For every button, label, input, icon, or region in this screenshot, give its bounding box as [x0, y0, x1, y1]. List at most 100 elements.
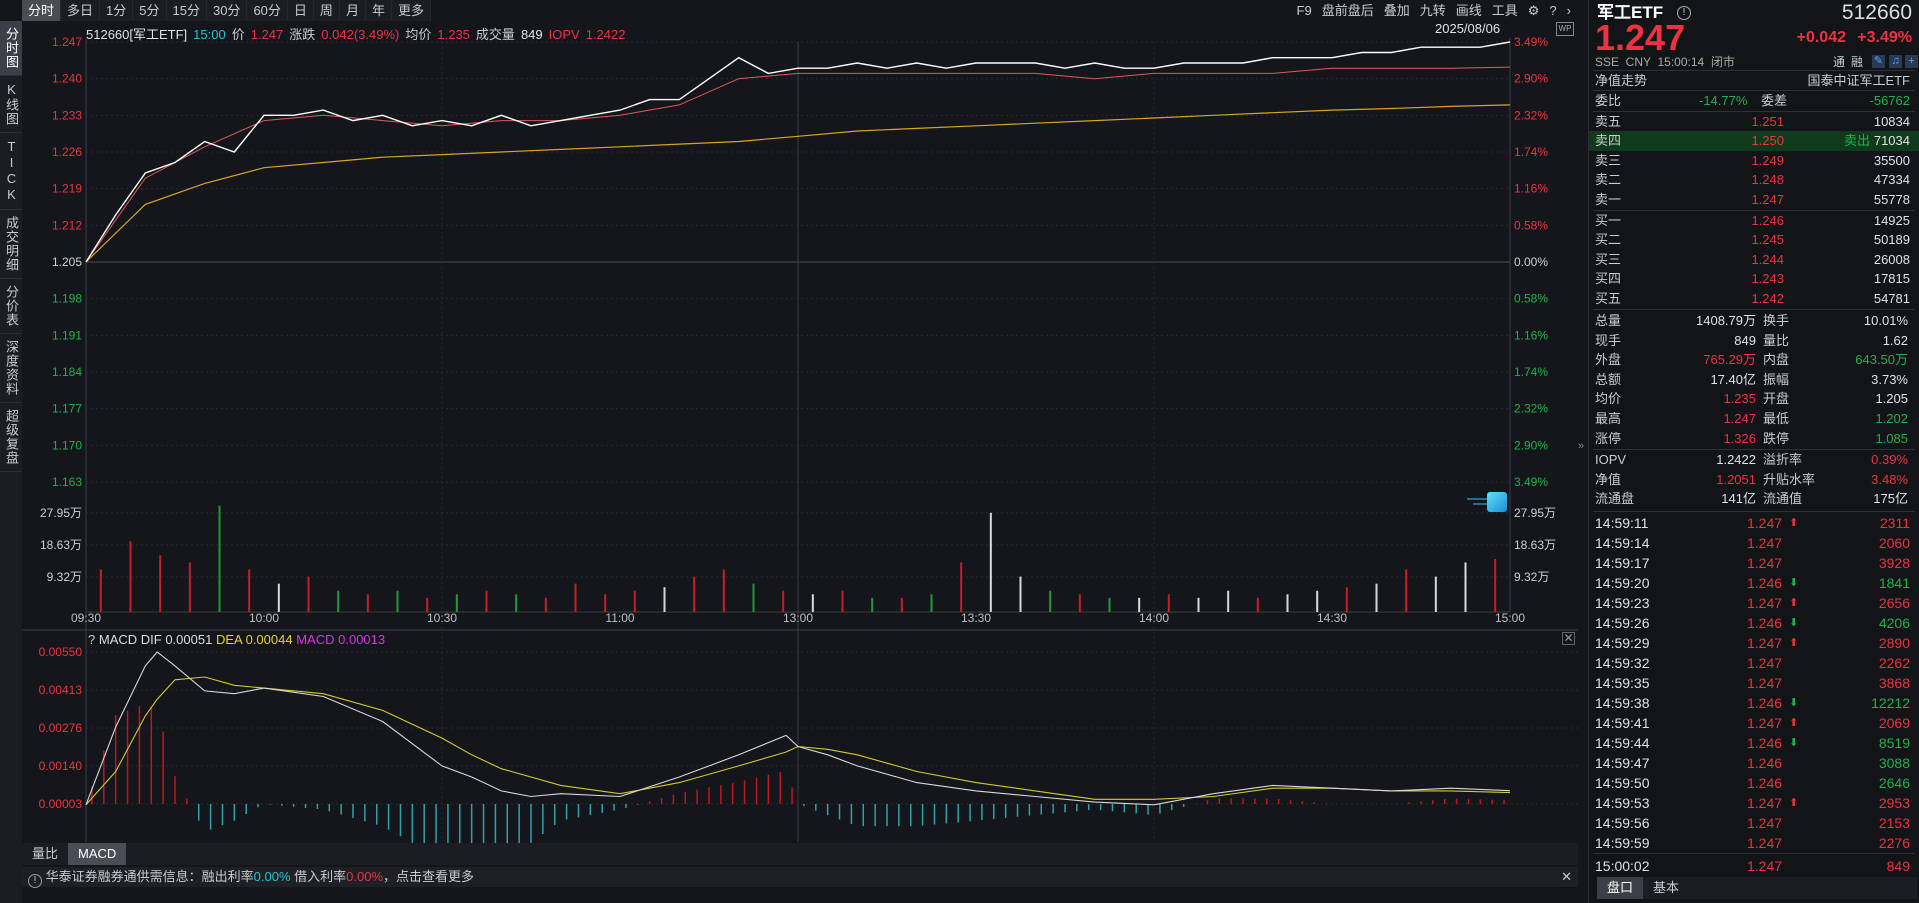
tab-period-8[interactable]: 周 [314, 0, 340, 21]
tick-time: 14:59:17 [1595, 555, 1650, 571]
volume-bar [1019, 576, 1022, 612]
wp-icon[interactable]: WP [1556, 22, 1574, 36]
tick-row: 14:59:32 1.247 2262 [1589, 653, 1919, 673]
tick-volume: 2890 [1878, 635, 1910, 651]
quote-panel: 军工ETF! 512660 1.247 +0.042 +3.49% SSE CNY 15:… [1588, 0, 1919, 903]
tab-period-10[interactable]: 年 [366, 0, 392, 21]
tab-macd[interactable]: MACD [68, 843, 127, 865]
stat-row: 净值 1.2051 升贴水率 3.48% [1589, 470, 1919, 490]
stat-label: 最高 [1595, 411, 1622, 426]
stat-value: 3.73% [1871, 371, 1908, 387]
tick-time: 14:59:14 [1595, 535, 1650, 551]
price-tick-label: 1.212 [52, 218, 82, 232]
tool-0[interactable]: F9 [1296, 3, 1312, 18]
tab-period-11[interactable]: 更多 [392, 0, 431, 21]
gear-icon[interactable]: ⚙ [1527, 3, 1540, 18]
notice-more-link[interactable]: ，点击查看更多 [383, 869, 475, 884]
tool-2[interactable]: 叠加 [1383, 3, 1410, 18]
volume-bar [871, 597, 874, 612]
chevron-right-icon[interactable]: › [1566, 3, 1571, 18]
pct-tick-label: 1.16% [1514, 182, 1548, 196]
tick-volume: 2276 [1878, 835, 1910, 851]
panel-tab-0[interactable]: 盘口 [1597, 877, 1644, 899]
volume-tick-label-right: 18.63万 [1514, 538, 1556, 552]
dea-line [85, 676, 1511, 806]
price-tick-label: 1.205 [52, 255, 82, 269]
tool-1[interactable]: 盘前盘后 [1321, 3, 1374, 18]
pencil-icon[interactable]: ✎ [1872, 55, 1885, 68]
tool-3[interactable]: 九转 [1419, 3, 1446, 18]
market-row: SSE CNY 15:00:14 闭市 通融 ✎ ♫ + [1589, 52, 1919, 72]
tick-price: 1.247 [1747, 815, 1783, 831]
tick-price: 1.247 [1747, 595, 1783, 611]
sidebar-item-3[interactable]: 成交明细 [0, 210, 22, 279]
tab-period-4[interactable]: 15分 [167, 0, 207, 21]
stat-label: 量比 [1763, 332, 1790, 348]
bell-icon[interactable]: ♫ [1889, 55, 1902, 68]
help-icon[interactable]: ? [1549, 3, 1557, 18]
tool-4[interactable]: 画线 [1455, 3, 1482, 18]
plus-icon[interactable]: + [1905, 55, 1918, 68]
intraday-chart[interactable]: 1.247 3.49% 1.240 2.90% 1.233 2.32% 1.226 1.74%… [0, 0, 1588, 903]
tab-period-0[interactable]: 分时 [22, 0, 62, 21]
pct-tick-label: 2.32% [1514, 402, 1548, 416]
tab-period-2[interactable]: 1分 [100, 0, 134, 21]
volume-bar [752, 583, 755, 612]
tool-5[interactable]: 工具 [1491, 3, 1518, 18]
stat-value: 1.235 [1723, 391, 1756, 407]
stat-row: IOPV 1.2422 溢折率 0.39% [1589, 450, 1919, 470]
price-change-pct: +3.49% [1857, 29, 1912, 46]
rong-label: 融 [1851, 55, 1864, 69]
volume-bar [1108, 597, 1111, 612]
macd-dif-value: 0.00051 [165, 632, 212, 647]
nav-trend-link[interactable]: 净值走势 [1595, 73, 1648, 88]
tick-price: 1.247 [1747, 795, 1783, 811]
sidebar-item-5[interactable]: 深度资料 [0, 334, 22, 403]
stat-label: 最低 [1763, 411, 1790, 426]
info-iopv: 1.2422 [585, 27, 626, 42]
volume-tick-label: 27.95万 [40, 506, 82, 520]
tick-price: 1.247 [1747, 535, 1783, 551]
panel-tabs: 盘口 基本 [1597, 877, 1917, 899]
volume-bar [1405, 569, 1408, 612]
margin-notice-bar[interactable]: ! 华泰证券融券通供需信息：融出利率0.00% 借入利率0.00%，点击查看更多… [22, 867, 1578, 888]
tick-row: 14:59:53 1.247 ⬆ 2953 [1589, 793, 1919, 813]
price-tick-label: 1.233 [52, 108, 82, 122]
sidebar-item-1[interactable]: K线图 [0, 76, 22, 133]
macd-close-icon[interactable]: ✕ [1562, 631, 1575, 645]
panel-tab-1[interactable]: 基本 [1653, 880, 1680, 895]
notice-rate-borrow: 0.00% [346, 869, 384, 884]
sidebar-item-6[interactable]: 超级复盘 [0, 403, 22, 472]
info-change: 0.042(3.49%) [321, 27, 400, 42]
stat-value: 10.01% [1863, 313, 1908, 328]
tab-period-3[interactable]: 5分 [133, 0, 167, 21]
tab-period-7[interactable]: 日 [288, 0, 314, 21]
asks-row: 卖四 1.250 卖出 71034 [1589, 131, 1919, 152]
sidebar-item-label: 分价表 [4, 285, 19, 327]
speed-cube-icon[interactable] [1467, 492, 1507, 512]
sidebar-item-0[interactable]: 分时图 [0, 21, 22, 76]
book-volume: 71034 [1873, 133, 1910, 149]
tick-row: 14:59:41 1.247 ⬆ 2069 [1589, 713, 1919, 733]
tab-period-1[interactable]: 多日 [61, 0, 101, 21]
tab-period-5[interactable]: 30分 [207, 0, 248, 21]
time-tick-label: 13:30 [961, 611, 991, 625]
volume-bar [337, 590, 340, 612]
close-icon[interactable]: ✕ [1561, 869, 1572, 884]
chart-toolbar: F9 盘前盘后 叠加 九转 画线 工具 ⚙? › [1292, 0, 1576, 21]
tick-price: 1.246 [1747, 735, 1783, 751]
tong-label: 通 [1833, 55, 1846, 69]
volume-bar [1138, 597, 1141, 612]
arrow-down-icon: ⬇ [1789, 737, 1799, 749]
tab-period-9[interactable]: 月 [340, 0, 366, 21]
book-price: 1.250 [1751, 133, 1784, 149]
expand-panel-icon[interactable]: » [1578, 440, 1585, 452]
time-tick-label: 11:00 [605, 611, 634, 625]
stat-label: 内盘 [1763, 352, 1790, 368]
sidebar-item-2[interactable]: TICK [0, 133, 22, 210]
sidebar-item-4[interactable]: 分价表 [0, 279, 22, 334]
sidebar-item-label: K线图 [4, 82, 19, 126]
alert-info-icon[interactable]: ! [1677, 6, 1691, 20]
tab-period-6[interactable]: 60分 [247, 0, 288, 21]
tab-volume-ratio[interactable]: 量比 [32, 846, 59, 861]
